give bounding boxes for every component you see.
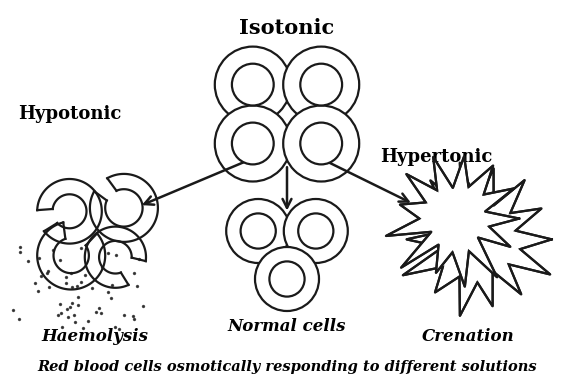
Point — [67, 270, 76, 276]
Circle shape — [283, 106, 359, 182]
Point — [63, 314, 72, 320]
Point — [106, 295, 116, 301]
Point — [72, 283, 81, 289]
Text: Crenation: Crenation — [421, 328, 515, 345]
Text: Hypertonic: Hypertonic — [380, 148, 492, 166]
Point — [110, 324, 119, 330]
Point — [74, 294, 83, 300]
Circle shape — [300, 123, 342, 165]
Circle shape — [215, 47, 291, 123]
Point — [98, 264, 107, 270]
Point — [74, 302, 83, 308]
Point — [120, 312, 129, 318]
Point — [65, 304, 74, 310]
Text: Isotonic: Isotonic — [239, 18, 335, 38]
Point — [15, 248, 24, 255]
Point — [70, 319, 79, 326]
Point — [76, 244, 86, 251]
Point — [62, 274, 71, 281]
Point — [80, 272, 89, 278]
Circle shape — [226, 199, 290, 263]
Point — [129, 313, 138, 319]
Point — [135, 256, 144, 262]
Point — [129, 315, 139, 322]
Point — [104, 288, 113, 294]
Point — [16, 244, 25, 250]
Point — [33, 288, 43, 294]
Point — [45, 284, 54, 290]
Circle shape — [300, 64, 342, 106]
Circle shape — [270, 262, 305, 296]
Circle shape — [298, 213, 334, 249]
Text: Red blood cells osmotically responding to different solutions: Red blood cells osmotically responding t… — [38, 360, 537, 374]
Point — [56, 310, 65, 316]
Point — [108, 282, 117, 288]
Point — [55, 301, 64, 307]
Point — [57, 324, 66, 331]
Point — [56, 256, 65, 263]
Circle shape — [240, 213, 276, 249]
Point — [9, 307, 18, 313]
Point — [42, 270, 51, 276]
Text: Normal cells: Normal cells — [228, 318, 346, 335]
Circle shape — [215, 106, 291, 182]
Point — [132, 283, 141, 289]
Polygon shape — [386, 156, 519, 287]
Point — [97, 310, 106, 316]
Point — [30, 280, 39, 286]
Point — [34, 255, 44, 261]
Point — [67, 284, 76, 291]
Point — [95, 305, 104, 311]
Point — [43, 267, 52, 274]
Point — [87, 285, 96, 291]
Circle shape — [255, 247, 319, 311]
Point — [76, 279, 86, 285]
Point — [112, 252, 121, 258]
Point — [129, 269, 138, 275]
Point — [37, 273, 46, 279]
Circle shape — [232, 123, 274, 165]
Text: Hypotonic: Hypotonic — [18, 105, 121, 123]
Point — [62, 280, 71, 286]
Point — [48, 248, 58, 254]
Circle shape — [232, 64, 274, 106]
Point — [14, 316, 24, 322]
Point — [53, 312, 63, 318]
Point — [63, 306, 72, 312]
Point — [68, 300, 77, 306]
Point — [79, 325, 88, 331]
Point — [91, 308, 101, 315]
Text: Haemolysis: Haemolysis — [41, 328, 148, 345]
Polygon shape — [403, 163, 552, 316]
Point — [83, 318, 93, 324]
Point — [104, 250, 113, 256]
Point — [114, 326, 124, 332]
Point — [69, 312, 78, 318]
Point — [139, 303, 148, 309]
Circle shape — [284, 199, 348, 263]
Circle shape — [283, 47, 359, 123]
Point — [24, 258, 33, 264]
